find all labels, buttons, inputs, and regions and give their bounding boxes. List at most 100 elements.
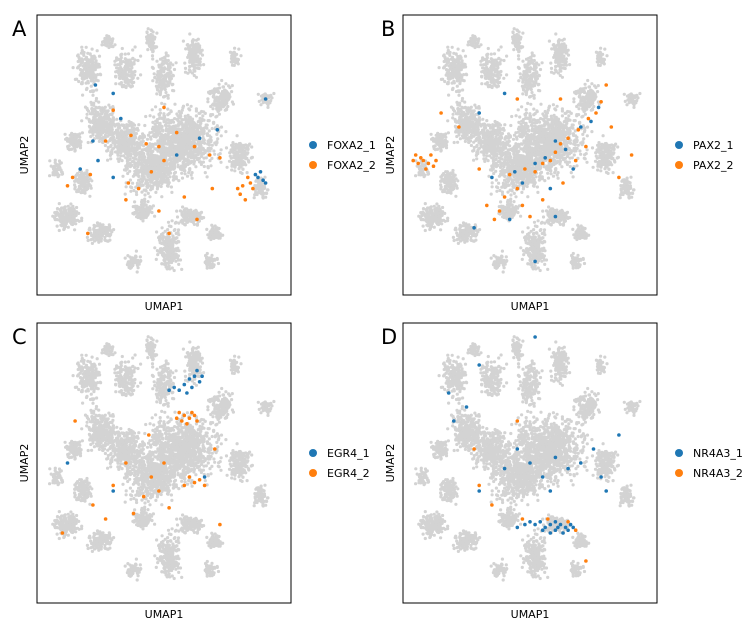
background-cell xyxy=(105,123,109,127)
data-point xyxy=(182,195,187,199)
data-point xyxy=(65,184,70,188)
background-cell xyxy=(209,259,213,263)
background-cell xyxy=(212,120,216,124)
background-cell xyxy=(59,161,63,165)
background-cell xyxy=(87,118,91,122)
background-cell xyxy=(150,41,154,45)
background-cell xyxy=(164,78,168,82)
background-cell xyxy=(66,204,70,208)
background-cell xyxy=(189,161,193,165)
background-cell xyxy=(200,141,204,145)
background-cell xyxy=(55,164,60,168)
background-cell xyxy=(128,121,132,125)
data-point xyxy=(149,170,154,174)
background-cell xyxy=(155,117,160,122)
background-cell xyxy=(181,39,185,43)
background-cell xyxy=(97,100,101,104)
background-cell xyxy=(103,238,107,242)
background-cell xyxy=(180,108,184,112)
background-cell xyxy=(163,59,167,64)
background-cell xyxy=(118,58,122,63)
background-cell xyxy=(154,126,158,130)
background-cell xyxy=(168,66,172,70)
background-cell xyxy=(239,153,243,158)
background-cell xyxy=(230,100,234,104)
background-cell xyxy=(60,217,64,221)
background-cell xyxy=(137,155,141,160)
background-cell xyxy=(167,112,171,116)
background-cell xyxy=(53,158,57,162)
background-cell xyxy=(158,247,163,251)
background-cell xyxy=(80,45,84,49)
background-cell xyxy=(132,188,136,193)
background-cell xyxy=(181,156,185,160)
background-cell xyxy=(98,112,102,116)
background-cell xyxy=(219,125,224,129)
background-cell xyxy=(178,142,182,146)
background-cell xyxy=(80,48,84,53)
background-cell xyxy=(170,127,174,131)
background-cell xyxy=(205,266,209,270)
background-cell xyxy=(77,187,81,191)
background-cell xyxy=(256,92,260,96)
background-cell xyxy=(197,57,201,61)
background-cell xyxy=(80,119,84,123)
background-cell xyxy=(129,189,133,193)
background-cell xyxy=(172,171,176,175)
background-cell xyxy=(129,78,133,82)
background-cell xyxy=(162,242,166,246)
background-cell xyxy=(207,119,211,123)
background-cell xyxy=(194,136,198,140)
background-cell xyxy=(153,129,158,133)
background-cell xyxy=(109,143,113,148)
background-cell xyxy=(172,89,176,93)
background-cell xyxy=(141,139,145,143)
background-cell xyxy=(101,125,105,129)
background-cell xyxy=(167,162,171,166)
background-cell xyxy=(169,110,173,114)
background-cell xyxy=(151,30,155,34)
background-cell xyxy=(151,120,155,124)
background-cell xyxy=(73,213,77,217)
background-cell xyxy=(151,159,155,163)
data-point xyxy=(240,184,245,188)
background-cell xyxy=(131,48,135,52)
data-point xyxy=(256,175,260,180)
background-cell xyxy=(146,212,150,216)
background-cell xyxy=(141,172,145,176)
data-point xyxy=(207,153,212,157)
background-cell xyxy=(172,148,176,152)
background-cell xyxy=(172,256,176,260)
background-cell xyxy=(136,214,140,218)
background-cell xyxy=(205,133,210,137)
background-cell xyxy=(189,156,193,160)
background-cell xyxy=(203,171,207,175)
data-point xyxy=(136,186,141,191)
background-cell xyxy=(210,231,214,235)
background-cell xyxy=(133,172,137,176)
background-cell xyxy=(195,128,200,132)
background-cell xyxy=(167,235,171,240)
background-cell xyxy=(171,73,175,77)
background-cell xyxy=(210,253,214,257)
background-cell xyxy=(205,123,209,127)
background-cell xyxy=(165,94,169,98)
background-cell xyxy=(92,233,96,237)
background-cell xyxy=(134,249,138,253)
background-cell xyxy=(195,148,199,152)
background-cell xyxy=(56,212,61,216)
background-cell xyxy=(187,151,191,155)
background-cell xyxy=(133,127,137,131)
background-cell xyxy=(202,164,206,169)
background-cell xyxy=(68,140,72,144)
background-cell xyxy=(176,119,180,123)
background-cell xyxy=(103,105,107,109)
data-point xyxy=(126,181,131,185)
background-cell xyxy=(215,132,219,136)
background-cell xyxy=(180,267,184,271)
background-cell xyxy=(165,137,169,141)
background-cell xyxy=(131,181,135,185)
background-cell xyxy=(158,181,162,185)
background-cell xyxy=(115,133,119,137)
panel-letter: A xyxy=(12,17,27,41)
